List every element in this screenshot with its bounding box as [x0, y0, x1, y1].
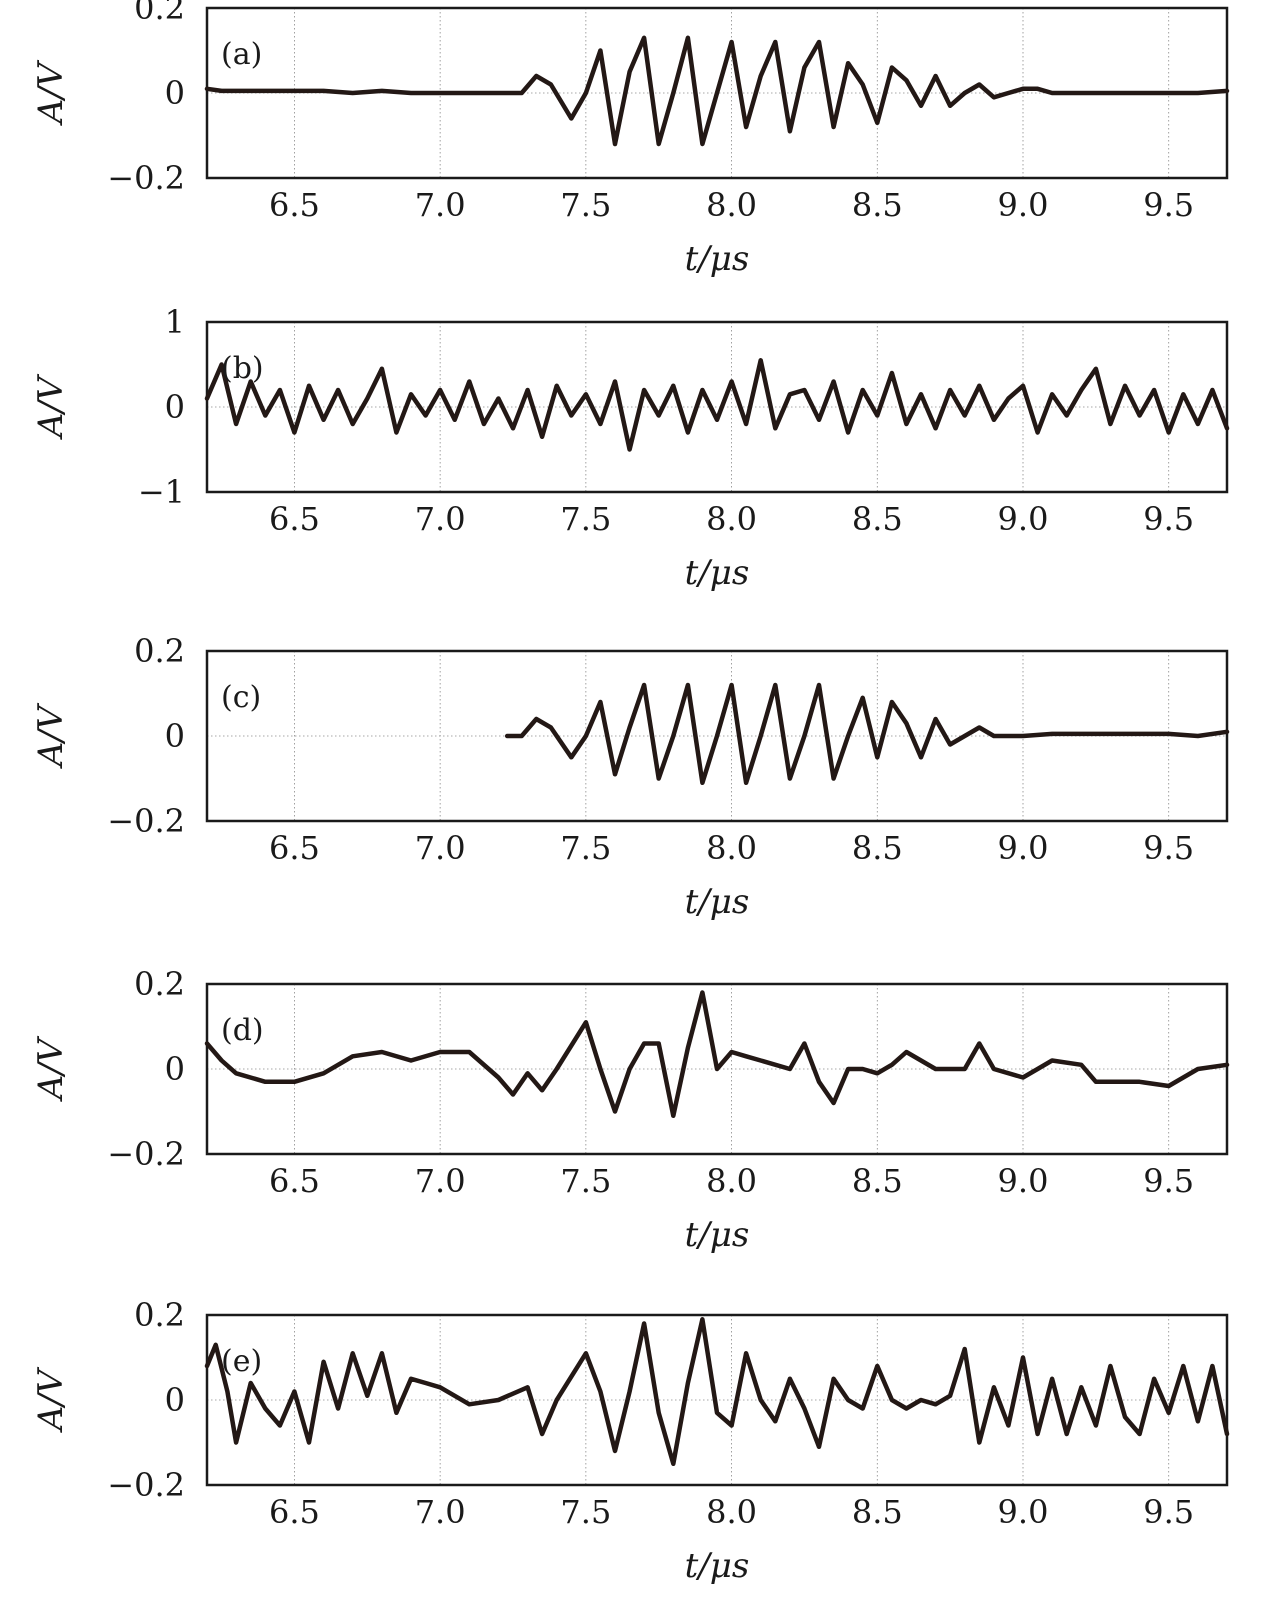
x-tick-label: 9.5 [1143, 186, 1194, 224]
y-tick-label: −0.2 [107, 159, 185, 197]
y-axis-label: A/V [31, 1366, 71, 1433]
y-tick-label: 0 [165, 1050, 185, 1088]
y-tick-label: 0 [165, 74, 185, 112]
x-tick-label: 9.5 [1143, 829, 1194, 867]
series-line [204, 1317, 1230, 1467]
y-tick-label: −0.2 [107, 1135, 185, 1173]
y-tick-label: 0 [165, 388, 185, 426]
plot-frame [205, 1313, 1229, 1487]
x-tick-label: 6.5 [269, 500, 320, 538]
x-tick-label: 7.5 [560, 829, 611, 867]
x-tick-label: 8.0 [706, 1493, 757, 1531]
x-tick-label: 7.5 [560, 1162, 611, 1200]
x-tick-label: 8.0 [706, 186, 757, 224]
series-line [204, 990, 1230, 1119]
x-tick-label: 7.0 [415, 1493, 466, 1531]
x-tick-label: 9.0 [998, 500, 1049, 538]
series-line [204, 358, 1230, 452]
plot-frame [205, 320, 1229, 494]
x-axis-label: t/μs [685, 553, 750, 593]
x-axis-label: t/μs [685, 1215, 750, 1255]
x-tick-label: 9.0 [998, 829, 1049, 867]
series-line [504, 682, 1230, 786]
panel-label: (b) [221, 351, 264, 386]
y-tick-label: −0.2 [107, 1466, 185, 1504]
panel-label: (d) [221, 1013, 264, 1048]
x-tick-label: 9.0 [998, 1493, 1049, 1531]
x-tick-label: 8.5 [852, 1162, 903, 1200]
y-tick-label: −1 [138, 473, 185, 511]
x-tick-label: 8.0 [706, 1162, 757, 1200]
x-tick-label: 9.5 [1143, 1493, 1194, 1531]
y-tick-label: −0.2 [107, 802, 185, 840]
x-tick-label: 7.5 [560, 1493, 611, 1531]
x-tick-label: 8.5 [852, 186, 903, 224]
x-tick-label: 9.5 [1143, 1162, 1194, 1200]
x-tick-label: 9.0 [998, 186, 1049, 224]
y-tick-label: 0.2 [134, 965, 185, 1003]
x-tick-label: 9.5 [1143, 500, 1194, 538]
y-axis-label: A/V [31, 59, 71, 126]
y-tick-label: 1 [165, 303, 185, 341]
x-tick-label: 8.0 [706, 829, 757, 867]
plot-frame [205, 649, 1229, 823]
x-tick-label: 8.5 [852, 1493, 903, 1531]
x-tick-label: 8.5 [852, 829, 903, 867]
x-tick-label: 7.0 [415, 186, 466, 224]
panel-0: 6.5 7.0 7.5 8.0 8.5 9.0 9.5 0.2 0 −0.2 t/μs A/V (a) [31, 0, 1230, 279]
panel-1: 6.5 7.0 7.5 8.0 8.5 9.0 9.5 1 0 −1 t/μs A/V (b) [31, 303, 1230, 593]
y-axis-label: A/V [31, 373, 71, 440]
plot-frame [205, 982, 1229, 1156]
panel-3: 6.5 7.0 7.5 8.0 8.5 9.0 9.5 0.2 0 −0.2 t/μs A/V (d) [31, 965, 1230, 1255]
y-tick-label: 0 [165, 1381, 185, 1419]
y-tick-label: 0 [165, 717, 185, 755]
x-tick-label: 7.5 [560, 186, 611, 224]
series-line [204, 35, 1230, 147]
x-tick-label: 8.0 [706, 500, 757, 538]
x-tick-label: 6.5 [269, 829, 320, 867]
x-axis-label: t/μs [685, 1546, 750, 1586]
y-tick-label: 0.2 [134, 632, 185, 670]
x-tick-label: 8.5 [852, 500, 903, 538]
x-axis-label: t/μs [685, 239, 750, 279]
x-tick-label: 7.5 [560, 500, 611, 538]
y-axis-label: A/V [31, 1035, 71, 1102]
panel-label: (e) [221, 1344, 262, 1379]
y-tick-label: 0.2 [134, 1296, 185, 1334]
panel-2: 6.5 7.0 7.5 8.0 8.5 9.0 9.5 0.2 0 −0.2 t/μs A/V (c) [31, 632, 1230, 922]
panel-label: (c) [221, 680, 261, 715]
x-tick-label: 7.0 [415, 1162, 466, 1200]
x-tick-label: 7.0 [415, 829, 466, 867]
x-tick-label: 9.0 [998, 1162, 1049, 1200]
x-tick-label: 6.5 [269, 1162, 320, 1200]
y-tick-label: 0.2 [134, 0, 185, 27]
x-tick-label: 6.5 [269, 1493, 320, 1531]
x-axis-label: t/μs [685, 882, 750, 922]
panel-4: 6.5 7.0 7.5 8.0 8.5 9.0 9.5 0.2 0 −0.2 t/μs A/V (e) [31, 1296, 1230, 1586]
x-tick-label: 7.0 [415, 500, 466, 538]
y-axis-label: A/V [31, 702, 71, 769]
panel-label: (a) [221, 37, 262, 72]
x-tick-label: 6.5 [269, 186, 320, 224]
